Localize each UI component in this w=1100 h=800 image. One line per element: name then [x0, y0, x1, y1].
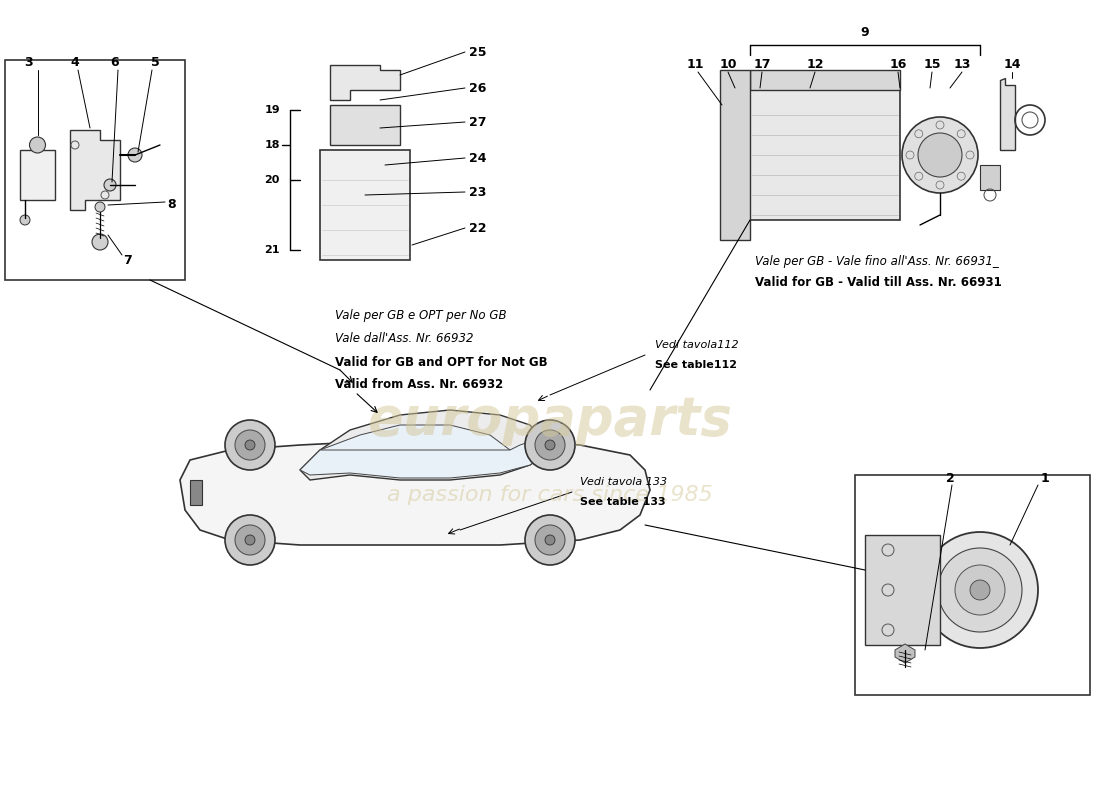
Text: 9: 9: [860, 26, 869, 38]
Polygon shape: [70, 130, 120, 210]
Text: 26: 26: [470, 82, 486, 94]
Text: 7: 7: [123, 254, 132, 266]
Text: 17: 17: [754, 58, 771, 71]
Bar: [330, 105, 400, 145]
Circle shape: [955, 565, 1005, 615]
Text: See table112: See table112: [654, 360, 737, 370]
Text: 1: 1: [1041, 471, 1049, 485]
Bar: [750, 70, 900, 90]
Text: 3: 3: [24, 55, 32, 69]
Text: 2: 2: [946, 471, 955, 485]
Text: 10: 10: [719, 58, 737, 71]
Polygon shape: [300, 440, 550, 478]
Text: 25: 25: [470, 46, 486, 58]
Circle shape: [535, 430, 565, 460]
Text: 20: 20: [264, 175, 279, 185]
Text: Vale dall'Ass. Nr. 66932: Vale dall'Ass. Nr. 66932: [336, 331, 473, 345]
Circle shape: [970, 580, 990, 600]
Circle shape: [544, 440, 556, 450]
Circle shape: [938, 548, 1022, 632]
Text: europaparts: europaparts: [367, 394, 733, 446]
Bar: [190, 480, 202, 505]
Text: 14: 14: [1003, 58, 1021, 71]
Circle shape: [20, 215, 30, 225]
Text: 11: 11: [686, 58, 704, 71]
Text: 13: 13: [954, 58, 970, 71]
Text: 21: 21: [264, 245, 279, 255]
Bar: [855, 475, 1090, 695]
Bar: [720, 70, 750, 240]
Text: 16: 16: [889, 58, 906, 71]
Circle shape: [922, 532, 1038, 648]
Polygon shape: [180, 440, 650, 545]
Circle shape: [525, 420, 575, 470]
Circle shape: [902, 117, 978, 193]
Bar: [980, 165, 1000, 190]
Text: Vale per GB e OPT per No GB: Vale per GB e OPT per No GB: [336, 309, 506, 322]
Text: Vedi tavola112: Vedi tavola112: [654, 340, 738, 350]
Text: 15: 15: [923, 58, 940, 71]
Circle shape: [226, 420, 275, 470]
Text: See table 133: See table 133: [580, 497, 666, 507]
Bar: [320, 150, 410, 260]
Polygon shape: [330, 65, 400, 100]
Circle shape: [104, 179, 116, 191]
Circle shape: [95, 202, 104, 212]
Circle shape: [918, 133, 962, 177]
Text: 24: 24: [470, 151, 486, 165]
Text: Vedi tavola 133: Vedi tavola 133: [580, 477, 667, 487]
Text: Vale per GB - Vale fino all'Ass. Nr. 66931_: Vale per GB - Vale fino all'Ass. Nr. 669…: [755, 255, 999, 269]
Text: 8: 8: [167, 198, 176, 211]
Circle shape: [334, 171, 342, 179]
Polygon shape: [895, 644, 915, 663]
Circle shape: [92, 234, 108, 250]
Bar: [750, 90, 900, 220]
Bar: [332, 150, 352, 170]
Circle shape: [544, 535, 556, 545]
Text: Valid for GB - Valid till Ass. Nr. 66931: Valid for GB - Valid till Ass. Nr. 66931: [755, 275, 1002, 289]
Circle shape: [128, 148, 142, 162]
Text: 19: 19: [264, 105, 279, 115]
Circle shape: [245, 440, 255, 450]
Text: 27: 27: [470, 115, 486, 129]
Text: 5: 5: [151, 55, 160, 69]
Text: Valid from Ass. Nr. 66932: Valid from Ass. Nr. 66932: [336, 378, 504, 391]
Text: 6: 6: [111, 55, 119, 69]
Bar: [20, 150, 55, 200]
Circle shape: [30, 137, 45, 153]
Polygon shape: [1000, 78, 1015, 150]
Bar: [865, 535, 940, 645]
Circle shape: [525, 515, 575, 565]
Bar: [6, 60, 185, 280]
Polygon shape: [300, 425, 510, 470]
Text: 18: 18: [264, 140, 279, 150]
Circle shape: [235, 525, 265, 555]
Circle shape: [245, 535, 255, 545]
Circle shape: [226, 515, 275, 565]
Text: 23: 23: [470, 186, 486, 198]
Circle shape: [535, 525, 565, 555]
Text: 22: 22: [470, 222, 486, 234]
Text: a passion for cars since 1985: a passion for cars since 1985: [387, 485, 713, 505]
Polygon shape: [300, 410, 550, 480]
Text: 12: 12: [806, 58, 824, 71]
Text: Valid for GB and OPT for Not GB: Valid for GB and OPT for Not GB: [336, 355, 548, 369]
Text: 4: 4: [70, 55, 79, 69]
Circle shape: [235, 430, 265, 460]
